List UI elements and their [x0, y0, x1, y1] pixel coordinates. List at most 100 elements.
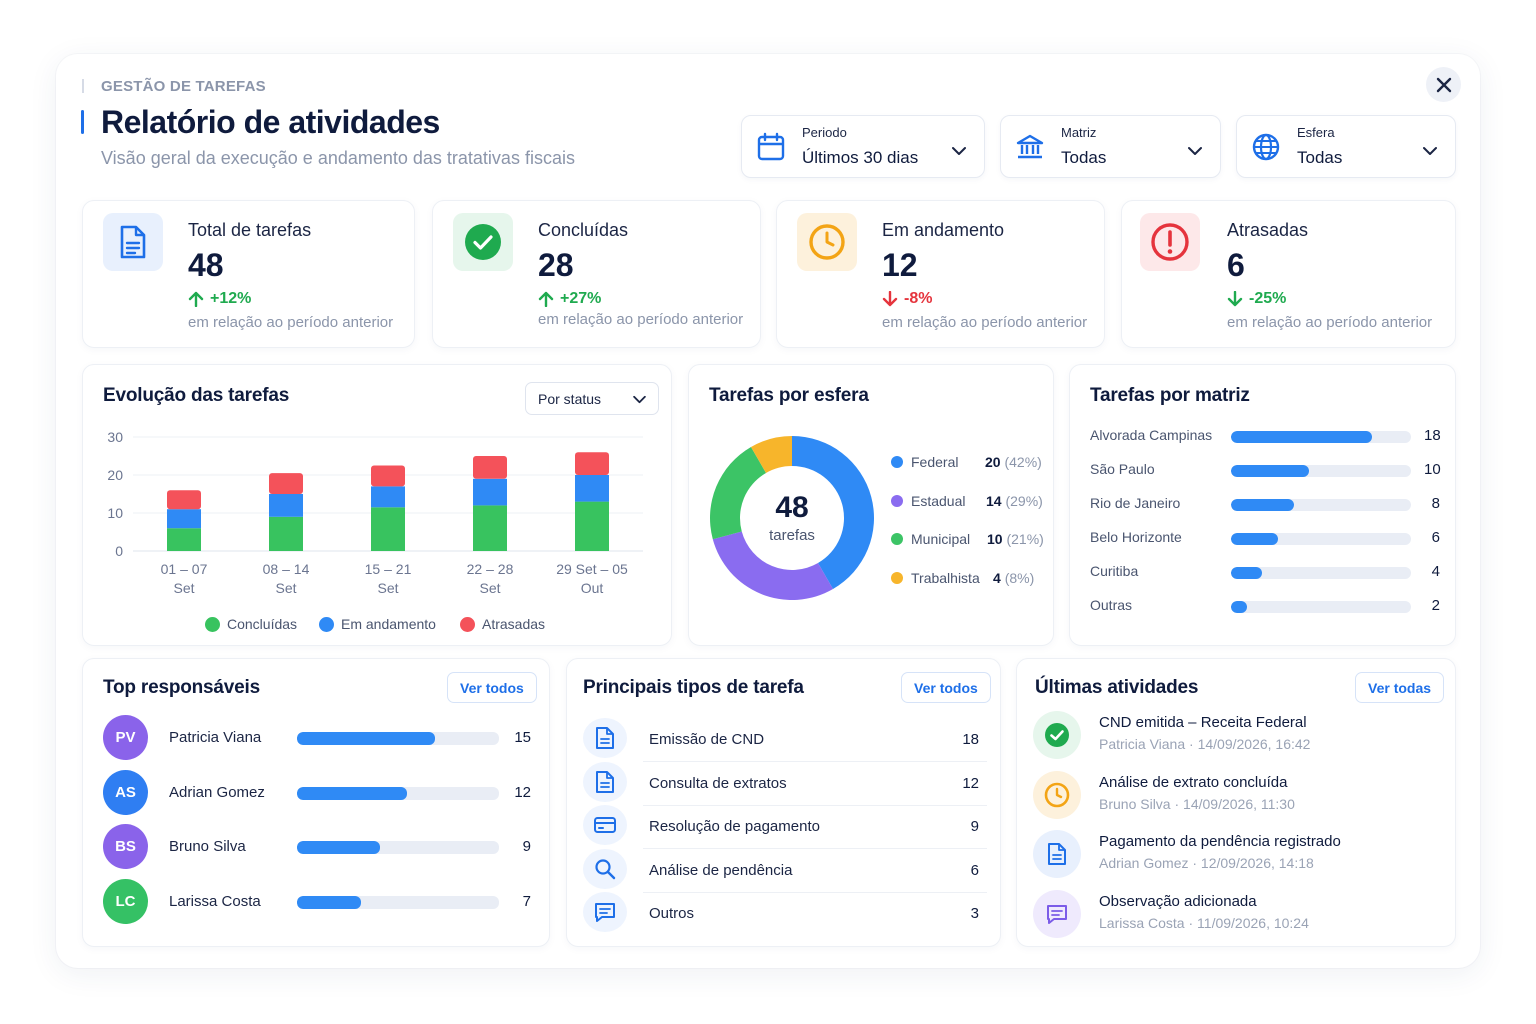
- bar-segment[interactable]: [575, 501, 609, 551]
- esfera-count: 20: [985, 454, 1001, 470]
- filter-label: Periodo: [802, 125, 847, 140]
- kpi-note: em relação ao período anterior: [1227, 314, 1433, 331]
- avatar: AS: [103, 769, 148, 815]
- kpi-icon: [103, 213, 163, 271]
- atividade-row[interactable]: Pagamento da pendência registrado Adrian…: [1033, 830, 1433, 880]
- atividade-title: Observação adicionada: [1099, 892, 1257, 910]
- kpi-label: Atrasadas: [1227, 220, 1309, 240]
- x-tick-label: Out: [581, 580, 604, 596]
- bar-segment[interactable]: [575, 452, 609, 475]
- responsavel-row[interactable]: BS Bruno Silva 9: [103, 824, 533, 870]
- esfera-value: 14 (29%): [986, 493, 1043, 509]
- bar-segment[interactable]: [269, 494, 303, 517]
- responsavel-row[interactable]: LC Larissa Costa 7: [103, 878, 533, 925]
- legend-swatch: [460, 616, 475, 632]
- filter-periodo[interactable]: Periodo Últimos 30 dias: [741, 115, 985, 178]
- evolucao-title: Evolução das tarefas: [103, 385, 290, 406]
- bar-segment[interactable]: [473, 456, 507, 479]
- matriz-bar: [1231, 533, 1278, 545]
- kpi-icon: [797, 213, 857, 271]
- tipo-row[interactable]: Consulta de extratos 12: [583, 761, 987, 806]
- tipos-title: Principais tipos de tarefa: [583, 677, 804, 698]
- evolucao-chart: 0 10 20 30 01 – 07 Set 08 – 14 Set 15 – 21 Set 22 …: [107, 429, 643, 596]
- legend-item: Atrasadas: [460, 616, 545, 632]
- atividade-row[interactable]: CND emitida – Receita Federal Patricia V…: [1033, 711, 1433, 761]
- avatar: BS: [103, 824, 148, 869]
- bar-segment[interactable]: [269, 473, 303, 494]
- atividade-row[interactable]: Observação adicionada Larissa Costa · 11…: [1033, 889, 1433, 940]
- legend-swatch: [891, 456, 903, 468]
- responsavel-value: 12: [514, 783, 531, 801]
- tipo-row[interactable]: Outros 3: [583, 892, 987, 935]
- donut-slice[interactable]: [751, 436, 792, 473]
- bar-segment[interactable]: [167, 528, 201, 551]
- matriz-bar-track: [1231, 431, 1411, 443]
- x-tick-label: 01 – 07: [161, 561, 208, 577]
- donut-slice[interactable]: [712, 531, 833, 600]
- x-tick-label: Set: [173, 580, 194, 596]
- bar-segment[interactable]: [269, 516, 303, 551]
- legend-label: Concluídas: [227, 616, 298, 632]
- status-select[interactable]: Por status: [525, 382, 659, 415]
- bar-segment[interactable]: [167, 490, 201, 510]
- tipo-row[interactable]: Emissão de CND 18: [583, 718, 987, 762]
- chevron-down-icon: [633, 395, 646, 404]
- donut-slice[interactable]: [710, 446, 766, 540]
- esfera-pct: (29%): [1005, 493, 1043, 509]
- bar-segment[interactable]: [371, 507, 405, 551]
- ver-todos-tipos-button[interactable]: Ver todos: [901, 672, 991, 703]
- responsavel-row[interactable]: AS Adrian Gomez 12: [103, 769, 533, 816]
- clock-icon: [809, 224, 845, 260]
- esfera-pct: (21%): [1006, 531, 1044, 547]
- bar-segment[interactable]: [167, 509, 201, 529]
- matriz-name: Curitiba: [1090, 563, 1139, 579]
- row-divider: [643, 891, 987, 893]
- matriz-row: Outras 2: [1090, 595, 1440, 615]
- bar-segment[interactable]: [575, 475, 609, 502]
- kpi-value: 48: [188, 247, 224, 283]
- esfera-name: Estadual: [911, 493, 966, 509]
- responsavel-value: 15: [514, 729, 531, 746]
- responsavel-row[interactable]: PV Patricia Viana 15: [103, 715, 533, 761]
- kpi-delta-value: +12%: [210, 290, 252, 307]
- filter-matriz[interactable]: Matriz Todas: [1000, 115, 1221, 178]
- document-icon: [583, 761, 627, 802]
- check-circle-icon: [465, 224, 501, 260]
- avatar: LC: [103, 878, 148, 924]
- page-title: Relatório de atividades: [101, 104, 440, 140]
- close-button[interactable]: [1426, 67, 1461, 102]
- atividade-meta: Patricia Viana · 14/09/2026, 16:42: [1099, 736, 1311, 752]
- kpi-value: 28: [538, 247, 574, 283]
- arrow-down-icon: [1227, 291, 1243, 307]
- bar-segment[interactable]: [473, 505, 507, 551]
- tipo-row[interactable]: Análise de pendência 6: [583, 848, 987, 893]
- globe-icon: [1252, 133, 1280, 161]
- bar-segment[interactable]: [371, 486, 405, 508]
- legend-item: Em andamento: [319, 616, 436, 632]
- legend-swatch: [891, 495, 903, 507]
- alert-icon: [1151, 223, 1189, 261]
- tipo-value: 3: [970, 905, 979, 922]
- responsavel-bar-track: [297, 895, 499, 909]
- y-tick-label: 30: [107, 429, 123, 445]
- filter-esfera[interactable]: Esfera Todas: [1236, 115, 1456, 178]
- row-divider: [643, 848, 987, 849]
- ver-todos-responsaveis-button[interactable]: Ver todos: [447, 672, 537, 703]
- bar-segment[interactable]: [371, 465, 405, 487]
- kpi-icon: [1140, 213, 1200, 271]
- donut-slice[interactable]: [792, 436, 874, 590]
- note-icon: [583, 892, 627, 932]
- atividade-row[interactable]: Análise de extrato concluída Bruno Silva…: [1033, 770, 1433, 821]
- kpi-note: em relação ao período anterior: [882, 314, 1088, 331]
- esfera-value: 20 (42%): [985, 454, 1042, 470]
- legend-swatch: [319, 616, 334, 632]
- matriz-bar-track: [1231, 499, 1411, 511]
- chevron-down-icon: [1423, 147, 1437, 155]
- tipo-value: 6: [970, 861, 979, 879]
- bar-segment[interactable]: [473, 478, 507, 506]
- matriz-value: 10: [1424, 461, 1441, 478]
- row-divider: [643, 804, 987, 806]
- row-divider: [643, 761, 987, 762]
- tipo-row[interactable]: Resolução de pagamento 9: [583, 805, 987, 849]
- ver-todas-atividades-button[interactable]: Ver todas: [1355, 672, 1445, 703]
